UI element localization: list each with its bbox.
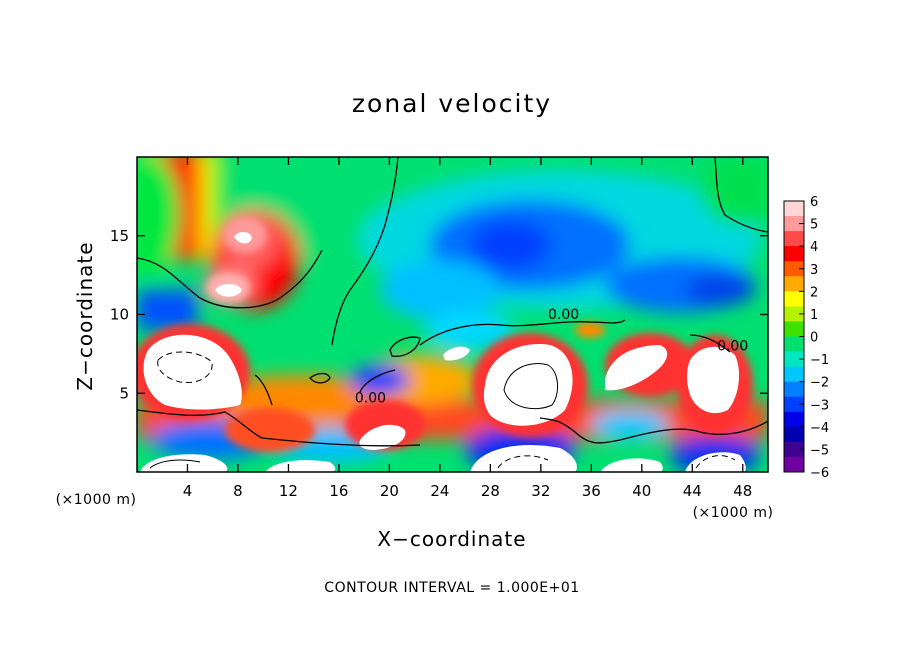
- colorbar-swatch: [784, 351, 804, 368]
- contour-label: 0.00: [548, 307, 579, 323]
- colorbar-tick-label: 6: [810, 195, 818, 210]
- y-tick-label: 10: [110, 306, 129, 324]
- contour-label: 0.00: [717, 339, 748, 355]
- colorbar-tick-label: 2: [810, 285, 818, 300]
- x-tick-label: 36: [582, 482, 601, 500]
- y-tick-label: 15: [110, 227, 129, 245]
- colorbar-swatch: [784, 291, 804, 307]
- x-tick-label: 28: [481, 482, 500, 500]
- x-axis-label: X−coordinate: [377, 527, 526, 551]
- z-unit-label: (×1000 m): [56, 492, 137, 508]
- colorbar-tick-label: 5: [810, 218, 818, 233]
- colorbar-tick-label: 4: [810, 240, 818, 255]
- colorbar-tick-label: −6: [810, 466, 829, 481]
- colorbar-swatch: [784, 411, 804, 428]
- x-tick-label: 44: [683, 482, 702, 500]
- x-tick-label: 20: [380, 482, 399, 500]
- colorbar-tick-label: 1: [810, 308, 818, 323]
- colorbar-tick-label: 3: [810, 263, 818, 278]
- colorbar-tick-label: −2: [810, 376, 829, 391]
- y-axis-label: Z−coordinate: [73, 241, 97, 390]
- colorbar-swatch: [784, 426, 804, 443]
- colorbar-swatch: [784, 276, 804, 292]
- contour-interval-note: CONTOUR INTERVAL = 1.000E+01: [324, 580, 579, 596]
- x-tick-label: 12: [279, 482, 298, 500]
- x-tick-label: 8: [233, 482, 243, 500]
- colorbar-swatch: [784, 336, 804, 353]
- x-tick-label: 32: [531, 482, 550, 500]
- colorbar-swatch: [784, 366, 804, 383]
- colorbar-swatch: [784, 231, 804, 247]
- colorbar-swatch: [784, 456, 804, 473]
- colorbar-swatch: [784, 321, 804, 337]
- x-tick-label: 16: [329, 482, 348, 500]
- colorbar-swatch: [784, 396, 804, 413]
- colorbar-tick-label: −3: [810, 398, 829, 413]
- x-tick-label: 4: [183, 482, 193, 500]
- colorbar-swatch: [784, 216, 804, 232]
- colorbar-tick-label: −5: [810, 443, 829, 458]
- x-unit-label: (×1000 m): [693, 505, 774, 521]
- colorbar-swatch: [784, 441, 804, 458]
- colorbar-swatch: [784, 306, 804, 322]
- colorbar-tick-label: −1: [810, 353, 829, 368]
- chart-title: zonal velocity: [352, 89, 552, 118]
- x-tick-label: 48: [733, 482, 752, 500]
- colorbar-tick-label: 0: [810, 331, 818, 346]
- colorbar-swatch: [784, 201, 804, 217]
- colorbar-swatch: [784, 381, 804, 398]
- contour-label: 0.00: [355, 391, 386, 407]
- x-tick-label: 24: [430, 482, 449, 500]
- x-tick-label: 40: [632, 482, 651, 500]
- colorbar-swatch: [784, 246, 804, 262]
- velocity-field: 0.00 0.00 0.00: [137, 157, 768, 472]
- colorbar-swatch: [784, 261, 804, 277]
- colorbar: 6 5 4 3 2 1 0 −1 −2 −3 −4 −5 −6: [783, 195, 829, 481]
- y-tick-label: 5: [119, 384, 129, 402]
- colorbar-tick-label: −4: [810, 421, 829, 436]
